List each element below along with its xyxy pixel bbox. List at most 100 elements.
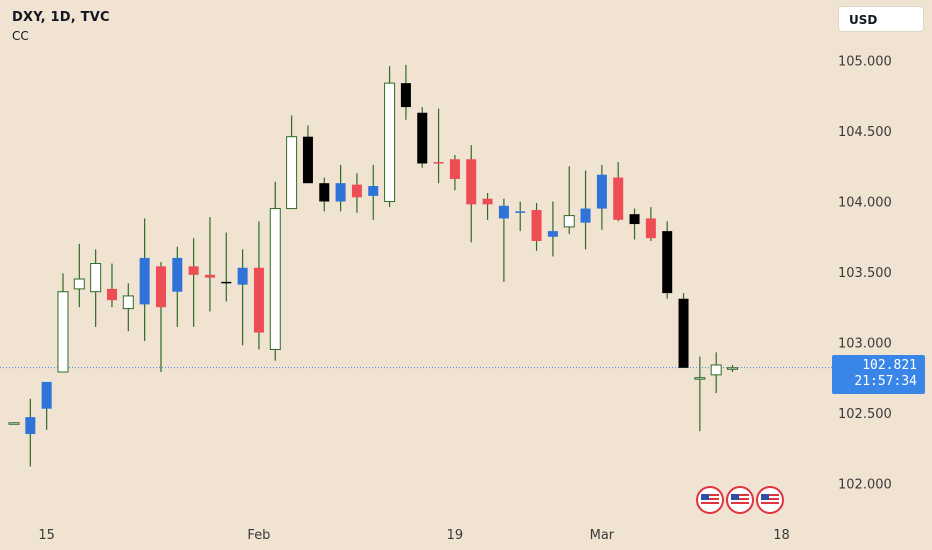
candle — [531, 202, 542, 251]
candle-body — [400, 83, 411, 108]
candle — [351, 173, 362, 213]
candle-body — [580, 208, 591, 223]
candle — [188, 238, 199, 327]
candle-body — [335, 183, 346, 202]
candle — [335, 164, 346, 212]
candle-body — [417, 112, 428, 164]
candle — [547, 201, 558, 257]
candle — [57, 273, 69, 373]
candle — [482, 193, 493, 220]
candle — [629, 208, 640, 240]
candle — [417, 107, 428, 168]
candle — [662, 221, 673, 299]
candle — [400, 64, 411, 120]
candle-body — [531, 209, 542, 241]
candle-body — [449, 159, 460, 179]
candle-body — [122, 295, 134, 310]
candle — [41, 381, 52, 430]
candle — [580, 170, 591, 250]
candle-body — [106, 288, 117, 301]
last-price-value: 102.821 — [862, 358, 917, 373]
time-tick-label: Mar — [590, 528, 615, 543]
candle-body — [433, 162, 444, 164]
candle — [286, 115, 298, 210]
candle — [613, 162, 624, 222]
candle-body — [319, 183, 330, 202]
us-flag-icon[interactable] — [696, 486, 724, 514]
time-tick-label: Feb — [247, 528, 270, 543]
candle — [678, 293, 689, 368]
candle — [73, 243, 85, 308]
candle-body — [302, 136, 313, 184]
time-tick-label: 15 — [38, 528, 55, 543]
price-axis[interactable]: 105.000 104.500 104.000 103.500 103.000 102.5… — [838, 55, 892, 493]
candle — [466, 145, 477, 243]
candle — [694, 356, 706, 432]
candle — [645, 207, 656, 241]
price-tick-label: 104.000 — [838, 196, 892, 211]
candle-body — [466, 159, 477, 205]
candle — [302, 125, 313, 184]
indicator-label: CC — [12, 29, 29, 43]
candle-body — [727, 367, 739, 370]
symbol-title: DXY, 1D, TVC — [12, 10, 110, 25]
currency-button[interactable]: USD — [838, 6, 924, 32]
candle — [563, 166, 575, 234]
candle-body — [204, 274, 215, 278]
candle-body — [384, 82, 396, 203]
candle-body — [678, 298, 689, 368]
candle-body — [139, 257, 150, 305]
candle — [155, 262, 166, 373]
candle-body — [547, 231, 558, 237]
candle-body — [351, 184, 362, 198]
candle — [710, 352, 722, 394]
candle — [122, 283, 134, 332]
bar-countdown: 21:57:34 — [854, 374, 917, 389]
price-tick-label: 102.000 — [838, 477, 892, 492]
candle — [221, 232, 232, 302]
candle-body — [368, 186, 379, 196]
candle — [727, 364, 739, 373]
price-tick-label: 103.000 — [838, 336, 892, 351]
candle — [25, 398, 36, 467]
candle — [139, 218, 150, 342]
candle-body — [8, 422, 20, 425]
time-axis[interactable]: 15 Feb 19 Mar 18 — [38, 528, 789, 543]
candle — [8, 422, 20, 425]
candle — [204, 217, 215, 312]
candle-body — [710, 364, 722, 376]
candle-body — [188, 266, 199, 275]
candle — [449, 155, 460, 191]
chart-legend: DXY, 1D, TVC CC — [12, 10, 110, 43]
us-flag-icon[interactable] — [726, 486, 754, 514]
candle — [384, 66, 396, 208]
price-tick-label: 103.500 — [838, 266, 892, 281]
economic-events[interactable] — [696, 486, 784, 514]
price-tick-label: 102.500 — [838, 407, 892, 422]
candle-body — [41, 381, 52, 409]
candle-body — [286, 136, 298, 210]
candle — [269, 181, 281, 361]
candle — [433, 108, 444, 184]
candle — [253, 221, 264, 350]
candle-body — [221, 281, 232, 284]
candle — [515, 201, 526, 232]
candle-body — [269, 208, 281, 350]
candle-body — [155, 266, 166, 308]
candle-body — [515, 211, 526, 213]
time-tick-label: 19 — [447, 528, 464, 543]
candle-body — [613, 177, 624, 220]
candle — [237, 249, 248, 346]
us-flag-icon[interactable] — [756, 486, 784, 514]
candles-group — [8, 64, 739, 467]
candle — [319, 177, 330, 212]
candle-body — [237, 267, 248, 285]
candle — [172, 246, 183, 327]
candle-body — [482, 198, 493, 205]
time-tick-label: 18 — [773, 528, 790, 543]
candle-body — [662, 231, 673, 294]
candle-body — [596, 174, 607, 209]
last-price-label: 102.821 21:57:34 — [832, 355, 925, 394]
candle-body — [694, 377, 706, 380]
